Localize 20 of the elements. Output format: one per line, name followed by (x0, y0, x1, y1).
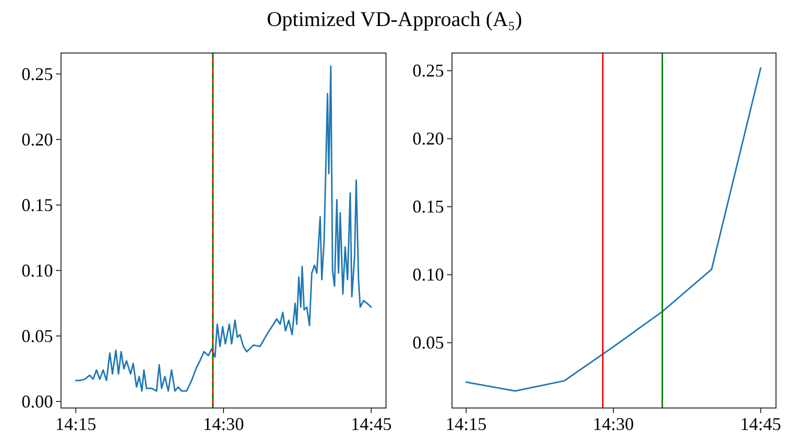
x-tick-label: 14:45 (740, 414, 782, 434)
line-series (75, 65, 372, 392)
y-tick-label: 0.10 (22, 260, 53, 280)
y-tick-label: 0.00 (22, 391, 53, 412)
x-tick-label: 14:45 (350, 414, 392, 434)
y-tick-label: 0.05 (22, 326, 53, 346)
y-tick-label: 0.25 (412, 60, 444, 81)
y-tick-label: 0.20 (22, 129, 53, 150)
x-tick-label: 14:30 (592, 414, 634, 434)
y-tick-label: 0.15 (22, 194, 53, 215)
y-tick-label: 0.20 (412, 128, 444, 149)
line-series (465, 67, 762, 392)
x-tick-label: 14:30 (202, 414, 244, 434)
chart-title: Optimized VD-Approach (A₅) (266, 7, 522, 31)
x-tick-label: 14:15 (446, 414, 487, 434)
y-tick-label: 0.05 (412, 332, 444, 353)
y-tick-label: 0.25 (22, 64, 53, 84)
y-tick-label: 0.15 (412, 196, 444, 217)
y-tick-label: 0.10 (412, 264, 444, 285)
x-tick-label: 14:15 (55, 414, 96, 434)
